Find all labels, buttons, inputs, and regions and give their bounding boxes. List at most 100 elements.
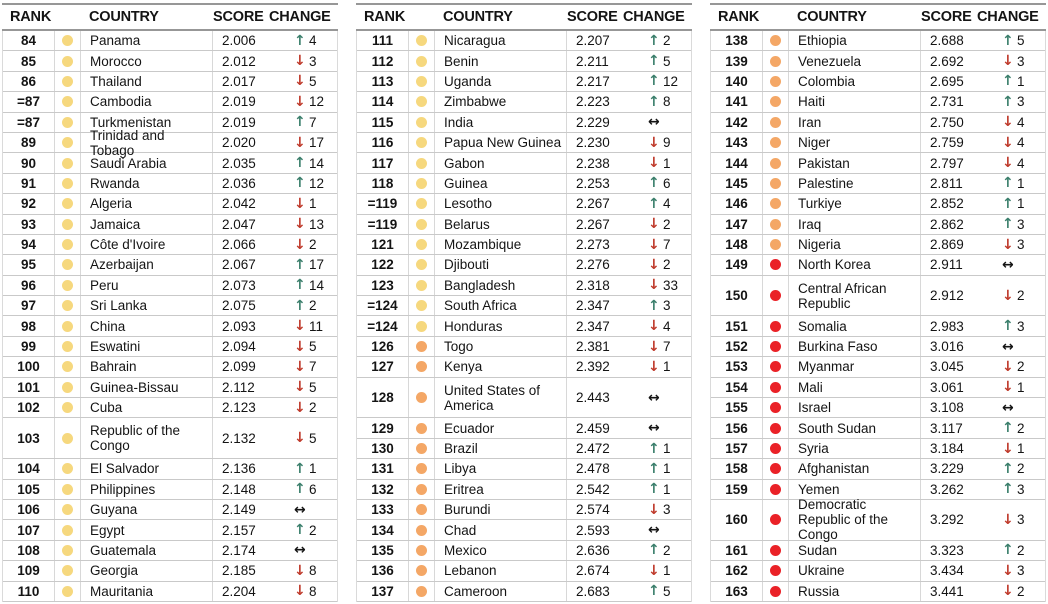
rank-value: 144 <box>711 153 763 173</box>
tier-dot-cell <box>763 398 789 418</box>
tier-dot-icon <box>770 565 781 577</box>
tier-dot-cell <box>55 194 81 214</box>
rank-value: =119 <box>357 194 409 214</box>
change-arrow-icon: ↔ <box>294 542 306 559</box>
score-value: 2.067 <box>222 257 256 273</box>
country-name: Guatemala <box>81 540 213 561</box>
change-value: 3 <box>1017 481 1025 497</box>
tier-dot-cell <box>55 500 81 520</box>
table-header: RANK COUNTRY SCORE CHANGE <box>710 3 1046 31</box>
table-row: 137 Cameroon 2.683 ↑ 5 <box>357 581 691 602</box>
change-value: 6 <box>309 481 317 497</box>
score-value: 2.459 <box>576 420 610 436</box>
change-cell: ↑ 5 <box>621 582 691 601</box>
rank-value: =119 <box>357 214 409 234</box>
table-row: 150 Central African Republic 2.912 ↓ 2 <box>711 275 1045 317</box>
change-cell: ↑ 1 <box>975 174 1045 193</box>
tier-dot-icon <box>62 96 73 108</box>
change-value: 4 <box>1017 135 1025 151</box>
change-value: 2 <box>663 257 671 273</box>
change-arrow-icon: ↑ <box>1002 420 1014 437</box>
tier-dot-cell <box>55 540 81 561</box>
table-row: 85 Morocco 2.012 ↓ 3 <box>3 51 337 72</box>
tier-dot-icon <box>770 55 781 67</box>
tier-dot-cell <box>763 234 789 255</box>
country-name: Guinea <box>435 173 567 194</box>
change-cell: ↑ 2 <box>267 296 337 315</box>
tier-dot-cell <box>409 377 435 418</box>
score-value: 2.750 <box>930 114 964 130</box>
country-name: United States of America <box>435 377 567 418</box>
change-value: 7 <box>309 359 317 375</box>
change-arrow-icon: ↓ <box>1002 53 1014 70</box>
change-cell: ↓ 4 <box>975 133 1045 152</box>
change-cell: ↑ 1 <box>621 459 691 478</box>
change-arrow-icon: ↓ <box>1002 511 1014 528</box>
change-cell: ↑ 2 <box>975 541 1045 560</box>
rank-value: 115 <box>357 112 409 132</box>
change-arrow-icon: ↔ <box>1002 338 1014 355</box>
change-arrow-icon: ↓ <box>294 338 306 355</box>
change-cell: ↓ 7 <box>621 337 691 356</box>
change-value: 7 <box>663 339 671 355</box>
score-value: 2.036 <box>222 175 256 191</box>
tier-dot-cell <box>55 234 81 255</box>
tier-dot-icon <box>770 422 781 434</box>
change-cell: ↑ 3 <box>975 92 1045 111</box>
change-arrow-icon: ↑ <box>648 440 660 457</box>
country-name: Azerbaijan <box>81 255 213 275</box>
rank-value: 109 <box>3 561 55 581</box>
rank-value: 161 <box>711 540 763 561</box>
table-row: 156 South Sudan 3.117 ↑ 2 <box>711 418 1045 439</box>
table-row: 127 Kenya 2.392 ↓ 1 <box>357 357 691 378</box>
rank-value: 104 <box>3 459 55 479</box>
change-cell: ↓ 3 <box>267 51 337 70</box>
rank-value: 127 <box>357 357 409 377</box>
change-cell: ↑ 12 <box>267 174 337 193</box>
table-row: 106 Guyana 2.149 ↔ <box>3 500 337 521</box>
country-name: Honduras <box>435 316 567 336</box>
table-row: 157 Syria 3.184 ↓ 1 <box>711 438 1045 460</box>
change-arrow-icon: ↑ <box>294 256 306 273</box>
country-name: Syria <box>789 438 921 459</box>
country-name: Yemen <box>789 479 921 499</box>
country-name: Côte d'Ivoire <box>81 234 213 255</box>
tier-dot-icon <box>416 157 427 169</box>
table-row: 94 Côte d'Ivoire 2.066 ↓ 2 <box>3 234 337 256</box>
tier-dot-cell <box>55 214 81 234</box>
change-cell: ↓ 5 <box>267 72 337 91</box>
change-cell: ↔ <box>975 255 1045 274</box>
score-value: 2.869 <box>930 237 964 253</box>
country-name: Palestine <box>789 173 921 194</box>
country-name: Iran <box>789 112 921 132</box>
table-header: RANK COUNTRY SCORE CHANGE <box>2 3 338 31</box>
change-arrow-icon: ↓ <box>1002 379 1014 396</box>
score-value: 2.035 <box>222 155 256 171</box>
change-arrow-icon: ↔ <box>294 501 306 518</box>
tier-dot-cell <box>409 275 435 296</box>
table-row: 111 Nicaragua 2.207 ↑ 2 <box>357 31 691 52</box>
tier-dot-icon <box>770 116 781 128</box>
tier-dot-cell <box>55 357 81 377</box>
score-value: 2.276 <box>576 257 610 273</box>
change-arrow-icon: ↑ <box>1002 481 1014 498</box>
change-value: 1 <box>663 481 671 497</box>
change-arrow-icon: ↑ <box>294 460 306 477</box>
tier-dot-cell <box>409 438 435 459</box>
score-value: 3.117 <box>930 420 963 436</box>
score-value: 2.238 <box>576 155 610 171</box>
table-row: =124 South Africa 2.347 ↑ 3 <box>357 296 691 317</box>
tier-dot-cell <box>763 92 789 112</box>
change-arrow-icon: ↓ <box>294 216 306 233</box>
change-arrow-icon: ↑ <box>648 73 660 90</box>
tier-dot-icon <box>770 381 781 393</box>
tier-dot-icon <box>62 524 73 536</box>
change-value: 17 <box>309 257 325 273</box>
table-row: 146 Turkiye 2.852 ↑ 1 <box>711 194 1045 215</box>
tier-dot-icon <box>62 116 73 128</box>
rank-value: =87 <box>3 112 55 132</box>
score-value: 2.347 <box>576 298 610 314</box>
change-value: 2 <box>309 400 317 416</box>
table-row: 160 Democratic Republic of the Congo 3.2… <box>711 497 1045 542</box>
table-row: 101 Guinea-Bissau 2.112 ↓ 5 <box>3 377 337 399</box>
